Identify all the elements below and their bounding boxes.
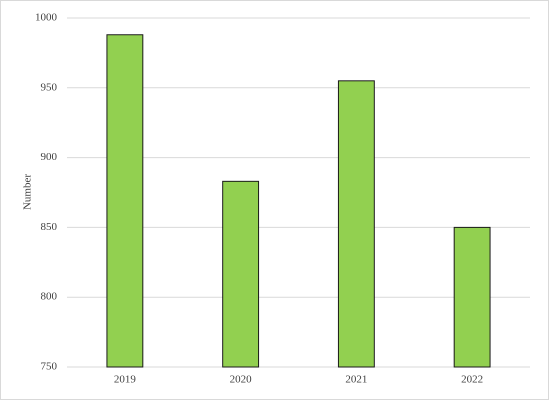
bar <box>453 226 491 368</box>
y-tick-label: 850 <box>41 221 58 233</box>
y-tick-label: 950 <box>41 81 58 93</box>
y-tick-label: 800 <box>41 291 58 303</box>
x-tick-label: 2021 <box>345 374 367 386</box>
x-tick-label: 2022 <box>461 374 483 386</box>
y-tick-label: 900 <box>41 151 58 163</box>
bar <box>337 80 375 368</box>
bar <box>222 180 260 368</box>
bar <box>106 34 144 368</box>
x-tick-label: 2020 <box>230 374 253 386</box>
y-tick-label: 750 <box>41 361 58 373</box>
y-tick-label: 1000 <box>35 12 58 24</box>
x-tick-label: 2019 <box>114 374 137 386</box>
y-axis-label: Number <box>22 174 34 210</box>
